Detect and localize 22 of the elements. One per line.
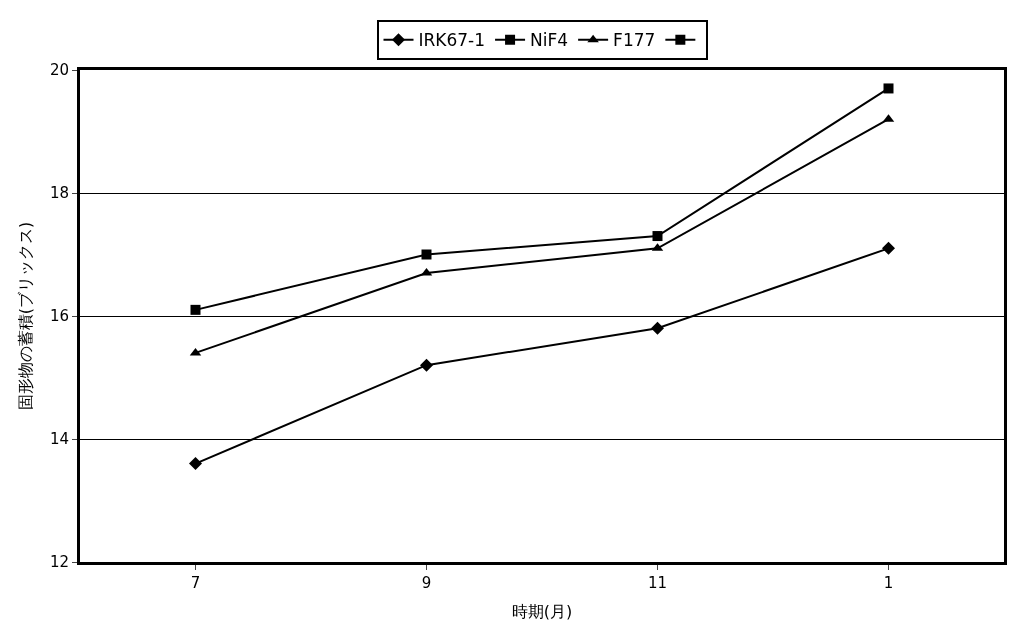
- point: [189, 457, 202, 471]
- legend-label: NiF4: [530, 30, 569, 51]
- legend-label: IRK67-1: [418, 30, 486, 51]
- point: [190, 304, 201, 315]
- point: [651, 321, 664, 335]
- y-axis-title: 固形物の蓄積(ブリックス): [15, 221, 35, 411]
- x-tick-label: 9: [421, 574, 432, 592]
- point: [883, 83, 894, 94]
- point: [421, 249, 432, 260]
- x-tick-label: 1: [883, 574, 894, 592]
- x-axis-title: 時期(月): [511, 601, 573, 621]
- point: [652, 231, 663, 242]
- y-tick-label: 18: [49, 184, 69, 203]
- point: [420, 358, 433, 372]
- y-tick-label: 14: [49, 430, 69, 449]
- point: [882, 241, 895, 255]
- y-tick-label: 12: [49, 553, 69, 572]
- legend-label: F177: [613, 30, 656, 51]
- x-tick-label: 7: [190, 574, 201, 592]
- y-tick-label: 16: [49, 307, 69, 326]
- x-tick-label: 11: [647, 574, 668, 592]
- y-tick-label: 20: [49, 61, 69, 80]
